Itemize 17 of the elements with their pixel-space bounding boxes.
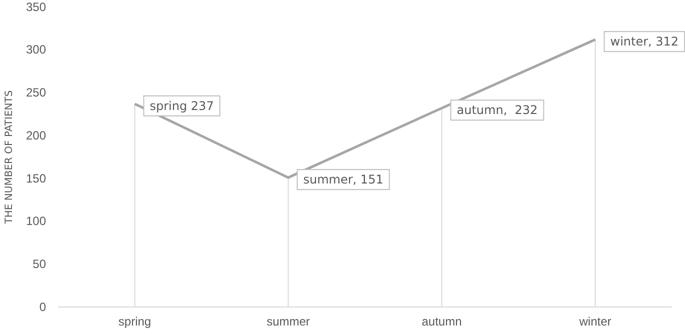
x-tick-label: autumn (422, 314, 462, 329)
y-tick-label: 50 (32, 256, 46, 271)
y-tick-label: 250 (26, 86, 46, 100)
y-tick-label: 350 (26, 0, 46, 14)
y-tick-label: 300 (26, 42, 46, 57)
y-axis-title: THE NUMBER OF PATIENTS (4, 90, 15, 225)
x-tick-label: spring (118, 314, 152, 329)
y-tick-label: 0 (39, 300, 46, 314)
x-tick-label: summer (266, 314, 310, 329)
y-tick-label: 100 (26, 214, 46, 228)
y-tick-label: 200 (26, 128, 46, 142)
text: autumn, 232 (456, 103, 538, 118)
text: spring 237 (150, 98, 214, 113)
text: winter, 312 (610, 34, 679, 49)
y-tick-label: 150 (26, 171, 46, 186)
x-tick-label: winter (578, 314, 612, 329)
text: summer, 151 (303, 172, 384, 187)
